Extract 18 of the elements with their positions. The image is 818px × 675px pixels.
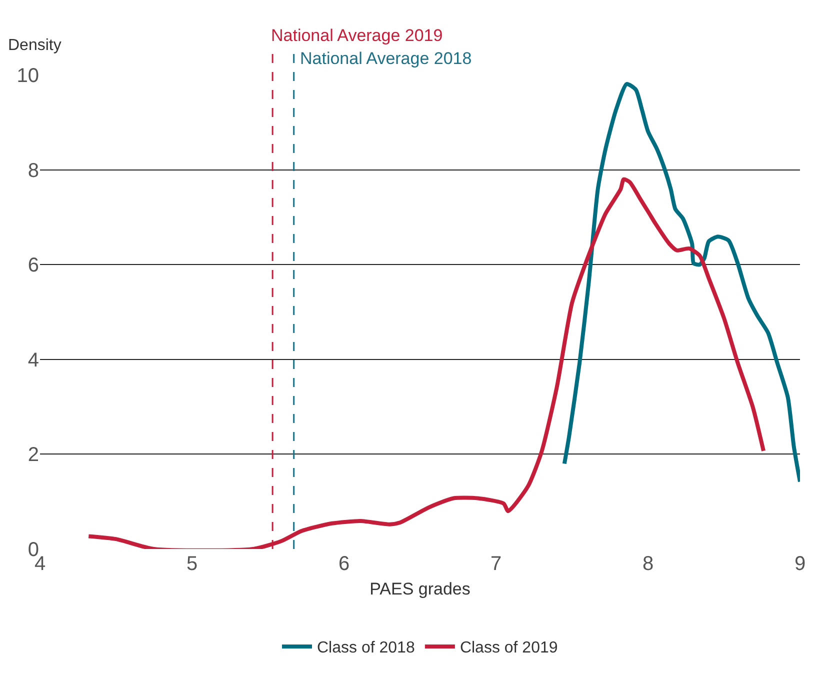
y-tick-label: 4: [28, 349, 39, 372]
ref-line-label: National Average 2019: [271, 26, 443, 45]
legend-label: Class of 2019: [460, 640, 558, 657]
x-tick-label: 7: [490, 553, 502, 575]
x-tick-label: 8: [642, 553, 654, 575]
y-tick-label: 10: [16, 65, 39, 87]
y-axis-title: Density: [8, 37, 62, 54]
legend-label: Class of 2018: [317, 640, 415, 657]
y-tick-label: 2: [28, 444, 39, 466]
y-tick-label: 6: [28, 254, 39, 277]
x-tick-label: 9: [794, 553, 806, 575]
y-tick-label: 8: [28, 160, 39, 182]
x-tick-label: 5: [186, 553, 198, 575]
x-tick-label: 6: [338, 553, 350, 575]
y-tick-label: 0: [28, 539, 39, 561]
ref-line-label: National Average 2018: [300, 49, 472, 68]
x-axis-title: PAES grades: [370, 579, 470, 598]
line-series: [562, 82, 800, 484]
